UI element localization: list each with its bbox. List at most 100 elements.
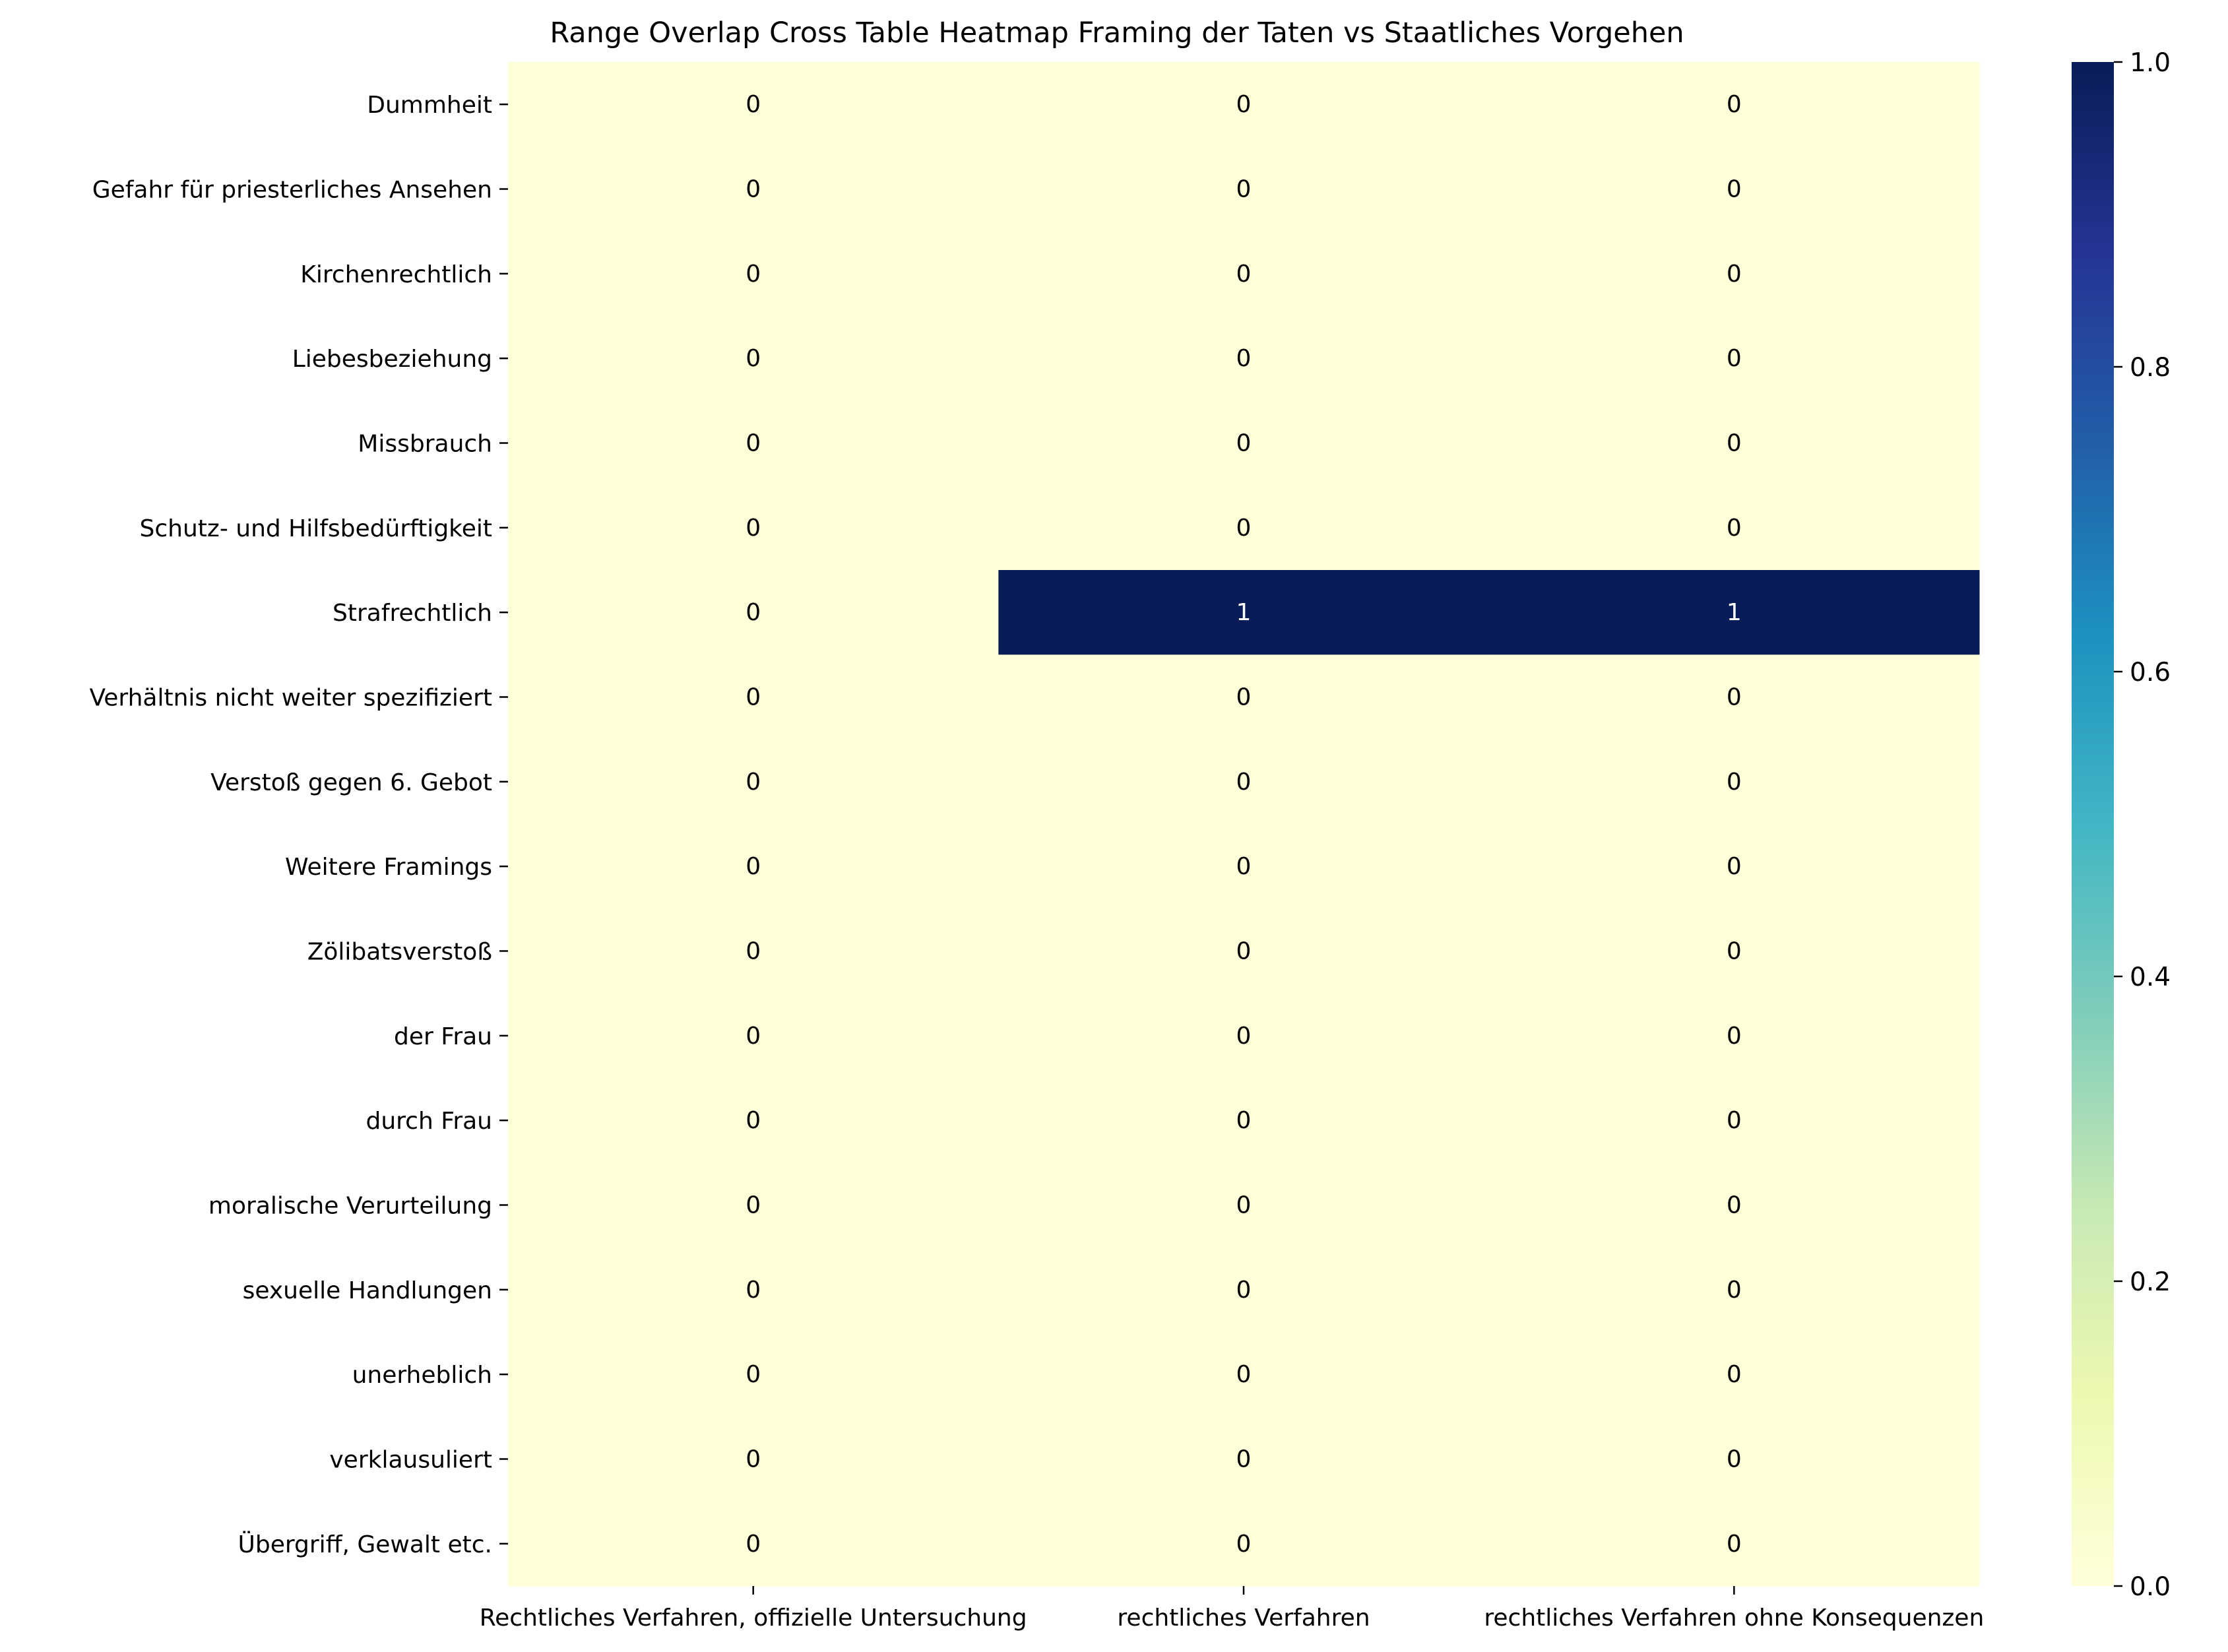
cell-value-label: 0 — [1727, 853, 1742, 880]
cell-value-label: 0 — [746, 599, 761, 626]
heatmap-cell — [1488, 146, 1980, 232]
y-tick-label: Strafrechtlich — [333, 600, 492, 627]
heatmap-cell — [508, 824, 999, 909]
cell-value-label: 0 — [746, 1446, 761, 1473]
heatmap-cell — [1488, 62, 1980, 147]
cell-value-label: 0 — [1236, 1107, 1252, 1134]
cell-value-label: 0 — [1727, 769, 1742, 796]
cell-value-label: 0 — [1236, 1192, 1252, 1219]
heatmap-cell — [508, 485, 999, 571]
heatmap-cell — [998, 485, 1490, 571]
y-axis: Dummheit Gefahr für priesterliches Ansehe… — [89, 92, 508, 1558]
y-tick-label: Kirchenrechtlich — [300, 261, 492, 288]
y-tick-label: Übergriff, Gewalt etc. — [238, 1531, 492, 1558]
heatmap-cell — [1488, 316, 1980, 401]
cell-value-label: 0 — [1727, 1361, 1742, 1388]
cell-value-label: 0 — [1236, 853, 1252, 880]
heatmap-cell — [508, 146, 999, 232]
colorbar-gradient — [2072, 62, 2114, 1586]
heatmap-cell — [998, 1416, 1490, 1502]
y-tick-label: Liebesbeziehung — [292, 346, 492, 373]
cell-value-label: 0 — [1727, 515, 1742, 542]
heatmap-cell — [998, 1332, 1490, 1417]
cell-value-label: 0 — [1236, 1446, 1252, 1473]
colorbar-tick-label: 0.4 — [2130, 963, 2171, 992]
heatmap-cell — [998, 570, 1490, 655]
heatmap-cell — [508, 62, 999, 147]
cell-value-label: 0 — [1727, 1192, 1742, 1219]
heatmap-cell — [1488, 1162, 1980, 1248]
cell-value-label: 0 — [1236, 176, 1252, 203]
cell-value-label: 0 — [746, 1023, 761, 1050]
colorbar-tick-label: 0.0 — [2130, 1572, 2171, 1602]
cell-value-label: 0 — [746, 1361, 761, 1388]
heatmap-cell — [998, 316, 1490, 401]
heatmap-cell — [998, 739, 1490, 825]
cell-value-label: 0 — [1727, 1446, 1742, 1473]
heatmap-cell — [508, 1078, 999, 1163]
cell-value-label: 1 — [1236, 599, 1252, 626]
heatmap-cell — [508, 1162, 999, 1248]
cell-value-label: 0 — [746, 261, 761, 288]
cell-value-label: 0 — [1236, 1361, 1252, 1388]
heatmap-cell — [508, 570, 999, 655]
heatmap-cell — [998, 231, 1490, 317]
heatmap-cell — [1488, 1332, 1980, 1417]
heatmap-cell — [998, 654, 1490, 740]
y-tick-label: Weitere Framings — [285, 854, 492, 881]
cell-value-label: 0 — [1236, 345, 1252, 372]
heatmap-cell — [998, 1501, 1490, 1587]
cell-value-label: 0 — [746, 176, 761, 203]
heatmap-cell — [1488, 1501, 1980, 1587]
heatmap-cell — [998, 993, 1490, 1079]
y-tick-label: moralische Verurteilung — [208, 1193, 492, 1220]
y-tick-label: Verstoß gegen 6. Gebot — [210, 769, 492, 796]
cell-value-label: 0 — [1236, 684, 1252, 711]
heatmap-cell — [998, 824, 1490, 909]
cell-value-label: 0 — [746, 938, 761, 965]
cell-value-label: 0 — [746, 91, 761, 118]
x-tick-label: rechtliches Verfahren — [1117, 1604, 1370, 1632]
colorbar-ticks: 0.0 0.2 0.4 0.6 0.8 1.0 — [2114, 48, 2171, 1602]
heatmap-cell — [998, 1247, 1490, 1333]
y-tick-label: Gefahr für priesterliches Ansehen — [92, 177, 492, 204]
colorbar-tick-label: 0.6 — [2130, 658, 2171, 687]
heatmap-cell — [508, 654, 999, 740]
cell-value-label: 0 — [746, 430, 761, 457]
cell-value-label: 0 — [1236, 938, 1252, 965]
cell-value-label: 0 — [1236, 430, 1252, 457]
heatmap-cell — [998, 1078, 1490, 1163]
heatmap-cell — [508, 908, 999, 994]
cell-value-label: 0 — [746, 1192, 761, 1219]
y-tick-label: Dummheit — [367, 92, 492, 119]
chart-title: Range Overlap Cross Table Heatmap Framin… — [550, 16, 1684, 49]
heatmap-cell — [1488, 993, 1980, 1079]
heatmap-cell — [1488, 400, 1980, 486]
heatmap-cell — [1488, 908, 1980, 994]
heatmap-cell — [1488, 570, 1980, 655]
cell-value-label: 0 — [746, 769, 761, 796]
y-tick-label: Schutz- und Hilfsbedürftigkeit — [140, 515, 492, 542]
x-tick-label: rechtliches Verfahren ohne Konsequenzen — [1484, 1604, 1984, 1632]
heatmap-cell — [1488, 1078, 1980, 1163]
cell-value-label: 0 — [1236, 91, 1252, 118]
heatmap-cell — [1488, 1247, 1980, 1333]
cell-value-label: 0 — [1727, 1531, 1742, 1558]
y-tick-label: Zölibatsverstoß — [307, 939, 492, 966]
cell-value-label: 0 — [1236, 769, 1252, 796]
cell-value-label: 0 — [1727, 430, 1742, 457]
heatmap-cell — [1488, 654, 1980, 740]
heatmap-cell — [1488, 824, 1980, 909]
heatmap-cell — [1488, 739, 1980, 825]
x-axis: Rechtliches Verfahren, offizielle Unters… — [480, 1586, 1984, 1632]
cell-value-label: 0 — [1236, 515, 1252, 542]
colorbar — [2072, 62, 2114, 1586]
cell-value-label: 0 — [746, 1107, 761, 1134]
y-tick-label: durch Frau — [366, 1108, 493, 1135]
heatmap-cell — [1488, 1416, 1980, 1502]
heatmap-cell — [508, 739, 999, 825]
heatmap-cell — [998, 908, 1490, 994]
colorbar-tick-label: 1.0 — [2130, 48, 2171, 78]
cell-value-label: 0 — [1236, 1277, 1252, 1304]
cell-value-label: 0 — [746, 853, 761, 880]
